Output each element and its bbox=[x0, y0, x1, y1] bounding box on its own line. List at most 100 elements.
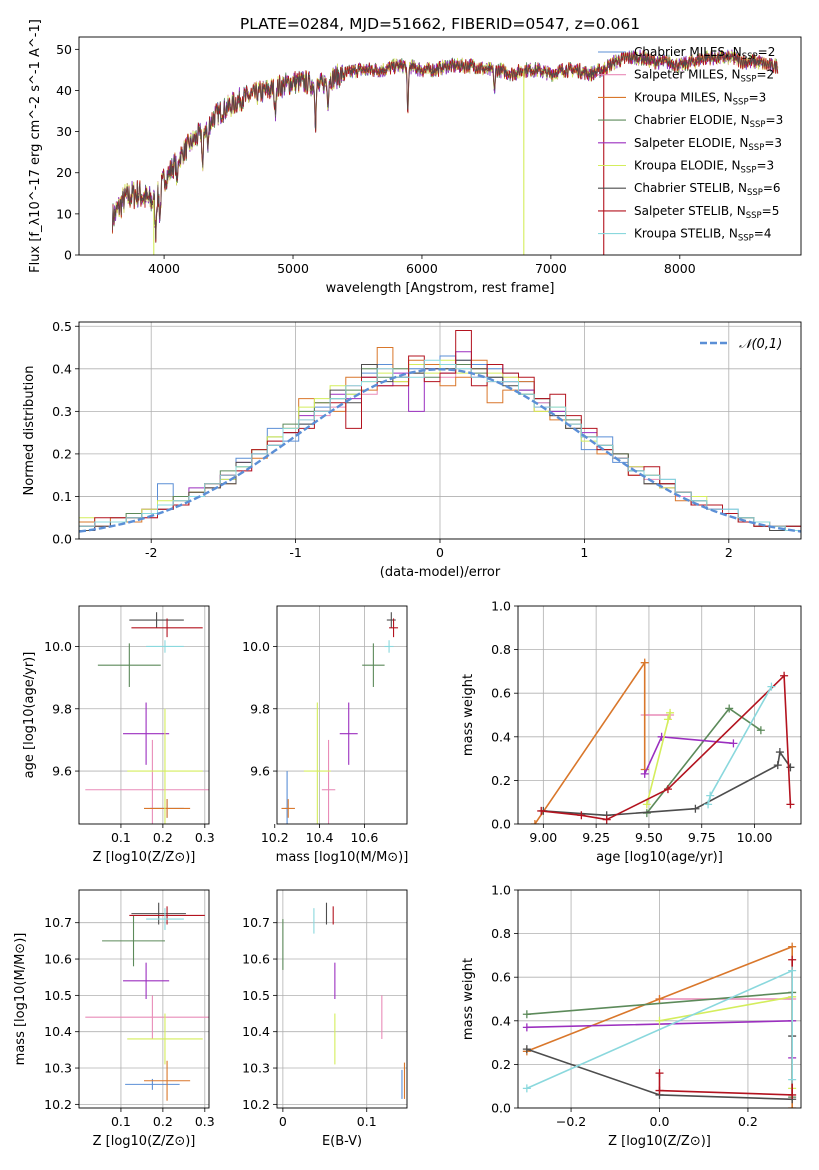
x-tick-label: 10.6 bbox=[350, 830, 378, 845]
y-tick-label: 9.6 bbox=[52, 764, 72, 779]
legend-subscript: SSP bbox=[750, 120, 766, 130]
weight-marker-kroupa_elodie bbox=[663, 715, 672, 724]
weight-line-kroupa_elodie bbox=[659, 995, 793, 1089]
y-tick-label: 10.3 bbox=[242, 1061, 270, 1076]
weight-marker-kroupa_stelib bbox=[767, 682, 776, 691]
weight-marker-salpeter_stelib bbox=[788, 1090, 797, 1099]
y-tick-label: 10.5 bbox=[242, 988, 270, 1003]
y-tick-label: 0.0 bbox=[52, 532, 72, 547]
legend-subscript: SSP bbox=[742, 52, 758, 62]
legend-subscript: SSP bbox=[747, 188, 763, 198]
weight-marker-kroupa_miles bbox=[788, 1104, 797, 1108]
y-tick-label: 10.0 bbox=[242, 639, 270, 654]
legend-value: =4 bbox=[754, 227, 772, 241]
x-tick-label: 10.4 bbox=[306, 830, 334, 845]
weight-marker-salpeter_stelib bbox=[655, 1069, 664, 1078]
y-tick-label: 0.6 bbox=[491, 970, 511, 985]
x-tick-label: 9.75 bbox=[688, 830, 716, 845]
weight-marker-salpeter_stelib bbox=[786, 800, 795, 809]
y-axis-label: age [log10(age/yr)] bbox=[22, 652, 37, 779]
y-tick-label: 0.2 bbox=[491, 1057, 511, 1072]
weight-marker-kroupa_miles bbox=[640, 658, 649, 667]
y-tick-label: 0.4 bbox=[491, 1013, 511, 1028]
y-tick-label: 30 bbox=[56, 124, 72, 139]
y-tick-label: 0.8 bbox=[491, 926, 511, 941]
legend-value: =3 bbox=[749, 90, 767, 104]
axes-frame bbox=[78, 36, 802, 256]
y-axis-label: Flux [f_λ10^-17 erg cm^-2 s^-1 A^-1] bbox=[28, 19, 43, 273]
weight-marker-chabrier_stelib bbox=[786, 763, 795, 772]
weight-marker-salpeter_stelib bbox=[663, 785, 672, 794]
x-axis-label: wavelength [Angstrom, rest frame] bbox=[326, 281, 555, 296]
plot-area bbox=[79, 606, 209, 824]
spectrum-line-chabrier_stelib bbox=[112, 52, 778, 240]
mass_vs_ebv-panel: 0 0.1 10.2 10.3 10.4 10.5 10.6 10.7 E(B-V) bbox=[242, 889, 408, 1149]
x-axis-label: Z [log10(Z/Z⊙)] bbox=[93, 1134, 196, 1149]
weight-marker-salpeter_stelib bbox=[780, 671, 789, 680]
weight-marker-kroupa_miles bbox=[788, 942, 797, 951]
x-tick-label: 8000 bbox=[664, 261, 696, 276]
y-axis-label: mass weight bbox=[461, 958, 476, 1040]
weight-line-chabrier_elodie bbox=[646, 707, 762, 814]
legend-value: =2 bbox=[758, 45, 776, 59]
legend-label: 𝒩(0,1) bbox=[739, 337, 782, 352]
x-tick-label: 5000 bbox=[277, 261, 309, 276]
y-tick-label: 9.6 bbox=[250, 764, 270, 779]
y-tick-label: 10.7 bbox=[242, 915, 270, 930]
plot-area bbox=[79, 890, 209, 1108]
y-tick-label: 10.7 bbox=[44, 915, 72, 930]
axes-frame bbox=[78, 321, 802, 540]
legend-label: Chabrier MILES, NSSP=2 bbox=[634, 45, 775, 62]
figure-title: PLATE=0284, MJD=51662, FIBERID=0547, z=0… bbox=[240, 15, 640, 33]
x-tick-label: 1 bbox=[580, 545, 588, 560]
plot-area bbox=[79, 322, 801, 539]
x-axis-label: E(B-V) bbox=[322, 1134, 362, 1149]
legend-value: =6 bbox=[763, 181, 781, 195]
y-tick-label: 50 bbox=[56, 42, 72, 57]
weight-marker-salpeter_elodie bbox=[640, 769, 649, 778]
legend-label: Chabrier ELODIE, NSSP=3 bbox=[634, 113, 783, 130]
axes-frame bbox=[517, 889, 802, 1109]
weight-marker-chabrier_elodie bbox=[756, 726, 765, 735]
weight-marker-kroupa_stelib bbox=[522, 1084, 531, 1093]
x-tick-label: 0.1 bbox=[111, 830, 131, 845]
weight-marker-chabrier_elodie bbox=[522, 1010, 531, 1019]
axes-frame bbox=[78, 605, 210, 825]
weight-marker-salpeter_stelib bbox=[655, 1086, 664, 1095]
x-axis-label: Z [log10(Z/Z⊙)] bbox=[93, 850, 196, 865]
legend: 𝒩(0,1) bbox=[700, 337, 782, 352]
y-tick-label: 9.8 bbox=[52, 701, 72, 716]
legend-label: Kroupa ELODIE, NSSP=3 bbox=[634, 159, 774, 176]
axes-frame bbox=[276, 605, 408, 825]
y-tick-label: 10.2 bbox=[242, 1097, 270, 1112]
y-axis-label: mass [log10(M/M⊙)] bbox=[13, 933, 28, 1066]
x-tick-label: 2 bbox=[725, 545, 733, 560]
weight-line-chabrier_stelib bbox=[543, 750, 792, 817]
weight-line-kroupa_stelib bbox=[707, 686, 773, 805]
x-axis-label: Z [log10(Z/Z⊙)] bbox=[608, 1134, 711, 1149]
y-tick-label: 10.6 bbox=[44, 952, 72, 967]
x-tick-label: 9.50 bbox=[635, 830, 663, 845]
x-tick-label: 9.25 bbox=[582, 830, 610, 845]
weight-marker-salpeter_elodie bbox=[522, 1023, 531, 1032]
x-tick-label: -1 bbox=[289, 545, 301, 560]
legend-subscript: SSP bbox=[741, 166, 757, 176]
weight-marker-kroupa_stelib bbox=[704, 800, 713, 809]
legend: Chabrier MILES, NSSP=2 Salpeter MILES, NS… bbox=[598, 45, 783, 244]
weight-marker-kroupa_stelib bbox=[788, 966, 797, 975]
plot-area bbox=[112, 49, 779, 255]
x-tick-label: 0.3 bbox=[195, 1114, 215, 1129]
weight-marker-salpeter_stelib bbox=[537, 806, 546, 815]
y-tick-label: 10.0 bbox=[44, 639, 72, 654]
y-tick-label: 10.5 bbox=[44, 988, 72, 1003]
y-tick-label: 10.6 bbox=[242, 952, 270, 967]
legend-subscript: SSP bbox=[733, 97, 749, 107]
weight-marker-chabrier_stelib bbox=[775, 748, 784, 757]
legend-label: Salpeter ELODIE, NSSP=3 bbox=[634, 136, 782, 153]
x-tick-label: 0.0 bbox=[650, 1114, 670, 1129]
legend-value: =2 bbox=[756, 68, 774, 82]
weight-marker-salpeter_elodie bbox=[729, 739, 738, 748]
y-tick-label: 0 bbox=[64, 248, 72, 263]
x-axis-label: mass [log10(M/M⊙)] bbox=[276, 850, 409, 865]
